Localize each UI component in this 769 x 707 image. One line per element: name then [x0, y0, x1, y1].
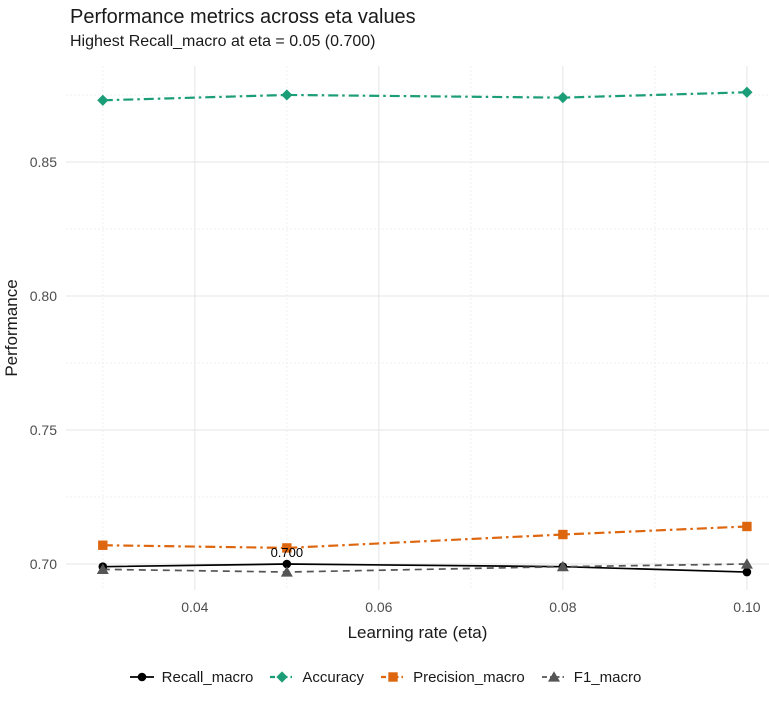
y-tick-label: 0.80 — [30, 288, 57, 304]
chart-subtitle: Highest Recall_macro at eta = 0.05 (0.70… — [70, 33, 376, 50]
legend-item-F1_macro: F1_macro — [540, 668, 642, 686]
y-tick-label: 0.75 — [30, 422, 57, 438]
x-tick-label: 0.10 — [733, 599, 760, 615]
series-line-Recall_macro — [102, 563, 747, 573]
x-tick-label: 0.04 — [181, 599, 208, 615]
legend-label: Recall_macro — [161, 668, 254, 686]
data-point-Recall_macro — [742, 567, 752, 577]
x-tick-label: 0.08 — [549, 599, 576, 615]
legend-key-circle-icon — [129, 672, 154, 682]
data-point-Precision_macro — [282, 543, 292, 553]
legend-item-Accuracy: Accuracy — [268, 668, 364, 686]
data-point-Precision_macro — [558, 529, 568, 540]
data-point-F1_macro — [740, 558, 753, 569]
y-axis-title: Performance — [2, 279, 21, 376]
series-line-Accuracy — [102, 91, 747, 102]
series-line-Precision_macro — [102, 525, 747, 550]
legend-label: Precision_macro — [413, 668, 525, 686]
legend-key-diamond-icon — [270, 671, 295, 683]
legend-item-Recall_macro: Recall_macro — [128, 668, 254, 686]
data-point-Precision_macro — [98, 540, 108, 550]
data-point-F1_macro — [280, 566, 293, 577]
legend-item-Precision_macro: Precision_macro — [379, 668, 525, 686]
series-line-F1_macro — [102, 563, 747, 573]
y-tick-label: 0.70 — [30, 556, 57, 572]
data-point-Recall_macro — [282, 559, 292, 569]
data-point-Accuracy — [281, 89, 293, 101]
data-point-F1_macro — [556, 560, 569, 572]
chart-title: Performance metrics across eta values — [70, 6, 416, 28]
data-point-Accuracy — [97, 94, 109, 106]
plot-svg: 0.700 0.70 0.75 0.80 0.85 0.04 0.06 0.08 0.10 Lea… — [2, 66, 769, 642]
legend-label: Accuracy — [302, 668, 365, 686]
x-axis-title: Learning rate (eta) — [348, 623, 488, 642]
legend-key-square-icon — [381, 672, 406, 682]
data-point-Accuracy — [741, 86, 753, 98]
x-tick-label: 0.06 — [365, 599, 392, 615]
data-point-Precision_macro — [742, 521, 752, 532]
point-annotation: 0.700 — [271, 545, 304, 560]
legend-label: F1_macro — [573, 668, 642, 686]
data-point-Accuracy — [557, 92, 569, 104]
data-point-F1_macro — [96, 563, 109, 574]
y-tick-label: 0.85 — [30, 154, 57, 170]
legend-key-triangle-icon — [541, 671, 566, 682]
legend: Recall_macro Accuracy Precision_macro F1_ma… — [0, 668, 769, 686]
